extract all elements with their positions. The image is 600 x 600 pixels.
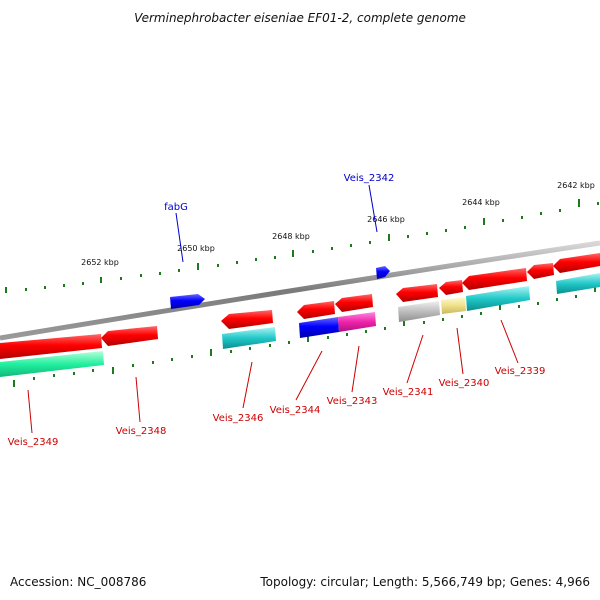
map-title: Verminephrobacter eiseniae EF01-2, compl…	[134, 11, 466, 25]
gene-veis-2340a[interactable]	[439, 280, 463, 295]
gene-veis-2340[interactable]	[441, 297, 466, 314]
accession-text: Accession: NC_008786	[10, 575, 146, 589]
scale-label: 2644 kbp	[462, 198, 500, 207]
gene-veis-2345[interactable]	[297, 301, 335, 319]
leader-veis-2339	[501, 320, 518, 363]
leader-veis-2342	[369, 185, 377, 232]
gene-label-veis-2342: Veis_2342	[344, 173, 395, 184]
gene-veis-2344a[interactable]	[335, 294, 373, 312]
scale-label: 2648 kbp	[272, 232, 310, 241]
gene-veis-2343[interactable]	[338, 312, 376, 332]
leader-veis-2349	[28, 390, 32, 433]
scale-label: 2642 kbp	[557, 181, 595, 190]
gene-veis-2339a[interactable]	[462, 268, 527, 290]
gene-veis-2346b[interactable]	[222, 327, 276, 349]
leader-veis-2344	[296, 351, 322, 400]
scale-label: 2650 kbp	[177, 244, 215, 253]
leader-veis-2341	[407, 335, 423, 383]
leader-fabG	[176, 213, 183, 262]
gene-label-veis-2344: Veis_2344	[270, 405, 321, 416]
gene-veis-2344[interactable]	[299, 317, 339, 338]
gene-veis-2348[interactable]	[101, 326, 158, 346]
leader-veis-2346	[243, 362, 252, 408]
leader-veis-2348	[136, 377, 140, 422]
gene-veis-2337[interactable]	[553, 253, 600, 273]
gene-veis-2338b[interactable]	[556, 273, 600, 294]
topology-text: Topology: circular; Length: 5,566,749 bp…	[259, 575, 590, 589]
gene-label-veis-2340: Veis_2340	[439, 378, 490, 389]
genome-map: Verminephrobacter eiseniae EF01-2, compl…	[0, 0, 600, 600]
gene-veis-2338[interactable]	[527, 263, 554, 279]
gene-label-veis-2349: Veis_2349	[8, 437, 59, 448]
gene-label-veis-2346: Veis_2346	[213, 413, 264, 424]
leader-veis-2343	[352, 346, 359, 392]
gene-label-veis-2348: Veis_2348	[116, 426, 167, 437]
gene-veis-2346[interactable]	[221, 310, 273, 329]
scale-label: 2652 kbp	[81, 258, 119, 267]
gene-label-fabG: fabG	[164, 202, 188, 213]
gene-label-veis-2339: Veis_2339	[495, 366, 546, 377]
gene-label-veis-2343: Veis_2343	[327, 396, 378, 407]
gene-label-veis-2341: Veis_2341	[383, 387, 434, 398]
gene-veis-2339[interactable]	[466, 286, 530, 311]
scale-label: 2646 kbp	[367, 215, 405, 224]
leader-veis-2340	[457, 328, 463, 374]
gene-veis-2341[interactable]	[398, 301, 440, 322]
gene-veis-2341a[interactable]	[396, 284, 438, 302]
